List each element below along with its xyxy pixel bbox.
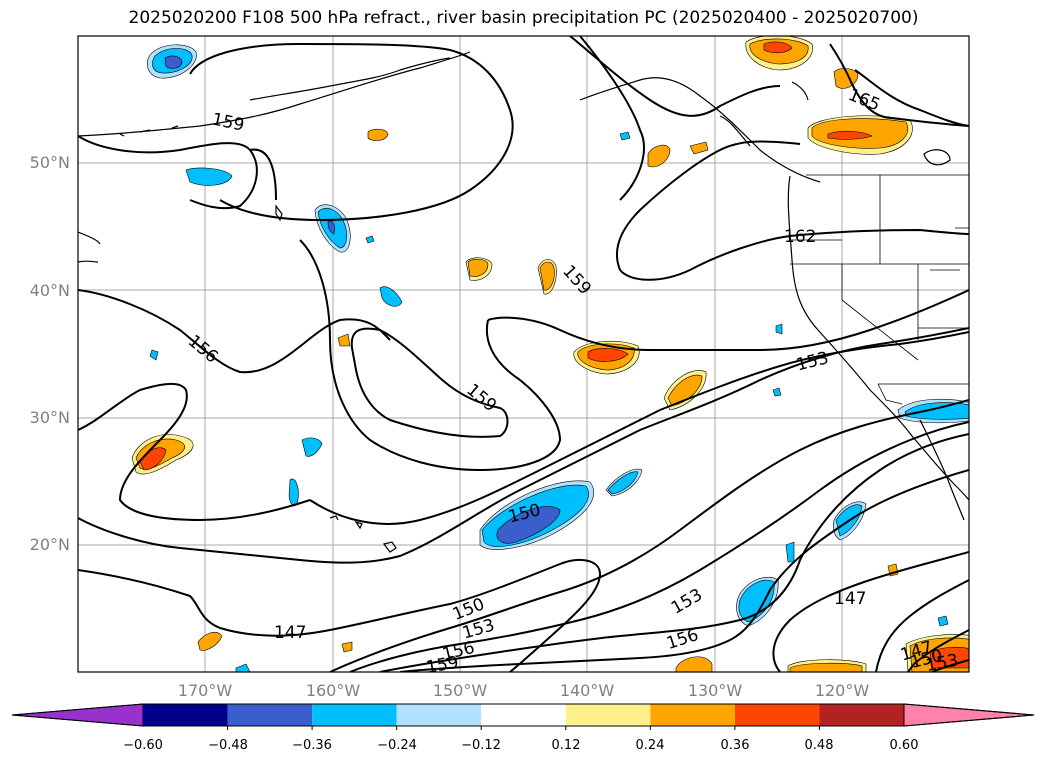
- colorbar-tick: 0.12: [551, 738, 581, 753]
- colorbar-tick: 0.36: [720, 738, 750, 753]
- lon-label-170w: 170°W: [177, 681, 233, 700]
- colorbar-extend-max: [903, 703, 1035, 727]
- lon-label-140w: 140°W: [559, 681, 615, 700]
- contour-label: 159: [462, 380, 500, 416]
- lon-label-150w: 150°W: [432, 681, 488, 700]
- refractivity-contours: [78, 36, 969, 672]
- positive-precip-anomalies: [131, 36, 969, 672]
- contour-label: 147: [274, 623, 306, 643]
- lat-label-40n: 40°N: [29, 281, 70, 300]
- colorbar-extend-min: [11, 703, 144, 727]
- colorbar-bin: [481, 704, 566, 726]
- contour-label: 153: [794, 348, 830, 375]
- colorbar-outline: [11, 703, 1035, 727]
- contour-label: 153: [924, 651, 959, 676]
- contour-label: 165: [845, 85, 883, 116]
- contour-label: 159: [425, 653, 460, 678]
- colorbar-tick: −0.12: [461, 738, 501, 753]
- lat-label-30n: 30°N: [29, 408, 70, 427]
- colorbar-bin: [819, 704, 904, 726]
- contour-label: 153: [668, 585, 706, 619]
- colorbar-tick: 0.24: [635, 738, 665, 753]
- negative-precip-anomalies: [147, 44, 969, 672]
- colorbar-tick: 0.60: [889, 738, 919, 753]
- colorbar-bin: [396, 704, 482, 726]
- contour-label: 159: [210, 109, 246, 135]
- lon-label-120w: 120°W: [814, 681, 870, 700]
- colorbar-tick: −0.60: [123, 738, 163, 753]
- lon-label-160w: 160°W: [305, 681, 361, 700]
- colorbar-bin: [734, 704, 820, 726]
- colorbar-tick: −0.36: [292, 738, 332, 753]
- map-frame: [77, 35, 970, 673]
- lon-label-130w: 130°W: [687, 681, 743, 700]
- contour-label: 147: [834, 589, 866, 609]
- colorbar-bin: [565, 704, 651, 726]
- colorbar-tick: −0.48: [208, 738, 248, 753]
- colorbar-bin: [143, 704, 228, 726]
- colorbar: [11, 703, 1035, 730]
- colorbar-bin: [312, 704, 397, 726]
- lat-label-50n: 50°N: [29, 153, 70, 172]
- colorbar-tick: 0.48: [804, 738, 834, 753]
- lat-label-20n: 20°N: [29, 535, 70, 554]
- coastlines: [78, 51, 969, 553]
- colorbar-tick: −0.24: [377, 738, 417, 753]
- map-panel: 159 159 159 159 159 156 165 162 153 150 …: [77, 35, 970, 678]
- contour-label: 162: [784, 227, 816, 247]
- contour-label: 156: [664, 625, 701, 654]
- map-title: 2025020200 F108 500 hPa refract., river …: [128, 8, 919, 28]
- colorbar-bin: [650, 704, 735, 726]
- contour-label: 159: [558, 261, 595, 298]
- colorbar-bin: [227, 704, 313, 726]
